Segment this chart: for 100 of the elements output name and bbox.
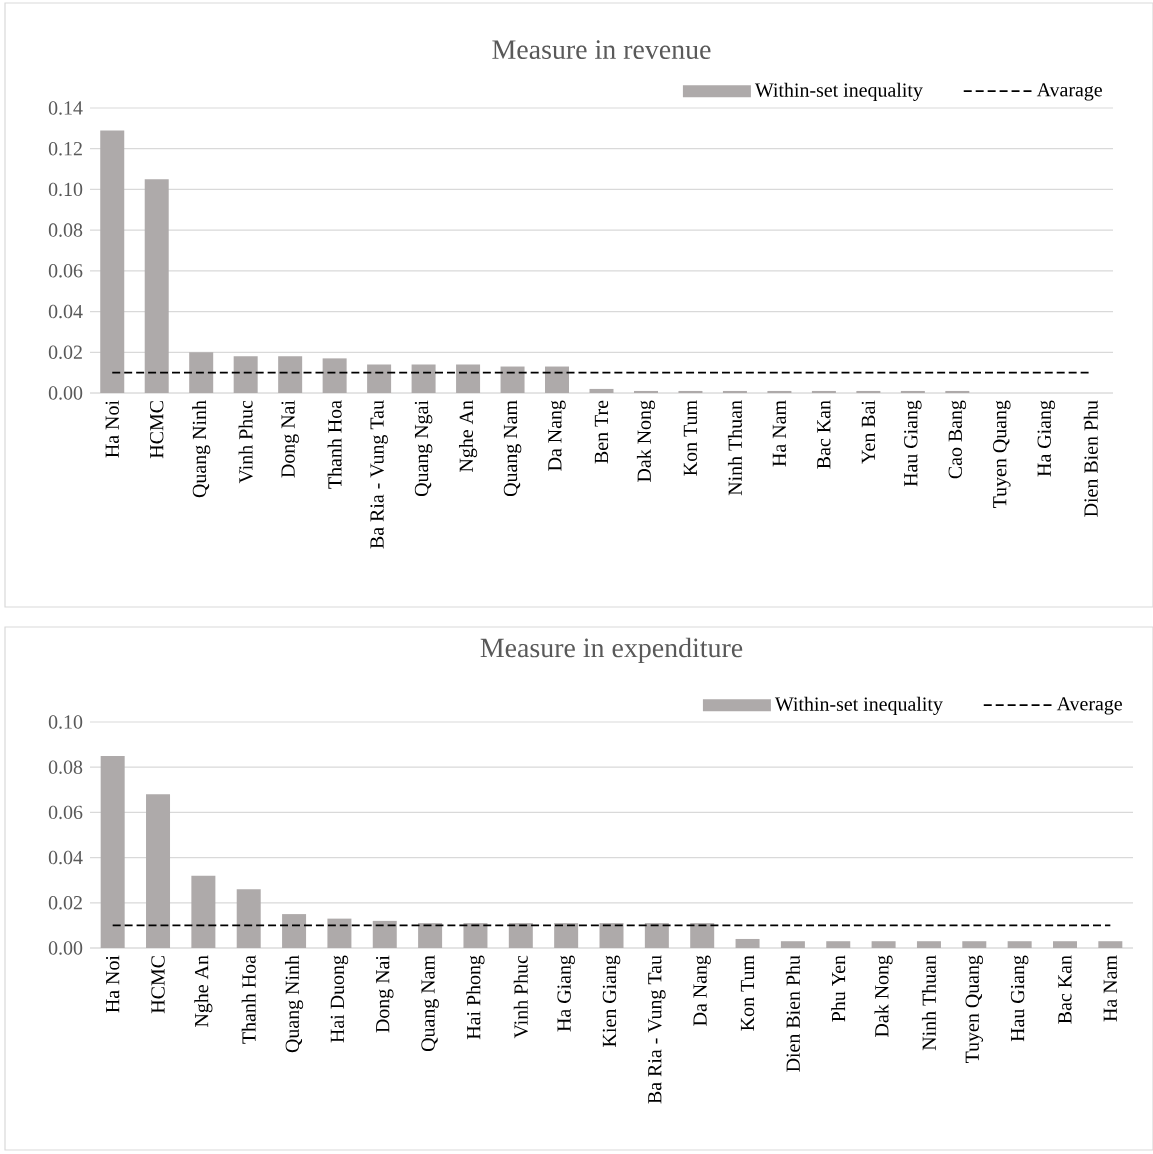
x-tick-label: Hau Giang xyxy=(1010,955,1029,1042)
y-tick-label: 0.02 xyxy=(48,896,82,910)
bar xyxy=(767,390,792,393)
x-tick-label: Kon Tum xyxy=(683,400,698,476)
bar xyxy=(945,390,970,393)
x-tick-label: Hau Giang xyxy=(904,400,922,487)
bar xyxy=(100,755,125,948)
y-tick-label: 0.10 xyxy=(48,182,83,197)
bar xyxy=(811,390,836,393)
x-tick-label: Ha Nam xyxy=(1103,955,1117,1022)
bar xyxy=(1052,941,1077,948)
y-tick-label: 0.10 xyxy=(48,715,83,729)
legend-label: Within-set inequality xyxy=(774,696,943,715)
x-tick-label: Bac Kan xyxy=(817,400,831,469)
x-tick-label: Nghe An xyxy=(194,955,213,1027)
x-tick-label: Ha Nam xyxy=(772,400,787,467)
bar xyxy=(962,941,987,948)
bar xyxy=(545,366,570,393)
bar xyxy=(856,390,881,393)
x-tick-label: Quang Ngai xyxy=(414,400,433,497)
bar xyxy=(367,364,392,393)
x-tick-label: Hai Duong xyxy=(330,955,349,1043)
bar xyxy=(900,390,925,393)
bar xyxy=(1007,941,1032,948)
bar xyxy=(735,938,760,948)
bar xyxy=(500,366,525,393)
x-tick-label: Dong Nai xyxy=(281,400,299,478)
legend-label: Average xyxy=(1056,697,1122,715)
x-tick-label: Nghe An xyxy=(458,400,478,472)
x-tick-label: Quang Nam xyxy=(503,400,522,497)
chart-title: Measure in expenditure xyxy=(480,637,743,663)
x-tick-label: Ba Ria - Vung Tau xyxy=(370,400,388,549)
legend-label: Within-set inequality xyxy=(754,82,923,101)
x-tick-label: Ba Ria - Vung Tau xyxy=(648,955,666,1104)
x-tick-label: Ha Giang xyxy=(1037,400,1056,477)
x-tick-label: Ninh Thuan xyxy=(921,955,936,1051)
x-tick-label: Tuyen Quang xyxy=(965,955,984,1063)
bar xyxy=(644,923,669,948)
bar xyxy=(282,914,307,948)
bar xyxy=(463,923,488,948)
bar xyxy=(372,920,397,948)
y-tick-label: 0.00 xyxy=(48,941,83,955)
bar xyxy=(236,889,261,948)
x-tick-label: Quang Ninh xyxy=(192,400,211,498)
x-tick-label: Ninh Thuan xyxy=(727,400,742,496)
y-tick-label: 0.04 xyxy=(48,850,83,865)
x-tick-label: Ben Tre xyxy=(594,400,609,464)
bar xyxy=(678,390,703,393)
bar xyxy=(189,352,214,393)
x-tick-label: Vinh Phuc xyxy=(238,400,253,484)
x-tick-label: Dak Nong xyxy=(874,955,893,1037)
bar xyxy=(322,358,347,393)
bar xyxy=(327,918,352,948)
x-tick-label: Ha Noi xyxy=(105,955,120,1013)
y-tick-label: 0.08 xyxy=(48,223,83,237)
bar xyxy=(916,941,941,948)
x-tick-label: Bac Kan xyxy=(1058,955,1072,1024)
x-tick-label: Thanh Hoa xyxy=(241,955,256,1044)
bar xyxy=(599,923,624,948)
y-tick-label: 0.00 xyxy=(48,386,83,400)
bar xyxy=(100,130,125,393)
bar xyxy=(418,923,443,948)
x-tick-label: Dak Nong xyxy=(636,400,656,482)
y-tick-label: 0.06 xyxy=(48,805,83,820)
x-tick-label: Hai Phong xyxy=(466,955,485,1040)
bar xyxy=(508,923,533,948)
y-tick-label: 0.14 xyxy=(48,101,83,115)
bar xyxy=(411,364,436,393)
chart-title: Measure in revenue xyxy=(492,40,711,59)
x-tick-label: Kien Giang xyxy=(602,955,621,1047)
x-tick-label: Quang Ninh xyxy=(284,955,304,1053)
bar xyxy=(554,923,579,948)
bar xyxy=(191,875,216,948)
x-tick-label: Dien Bien Phu xyxy=(1083,400,1098,517)
x-tick-label: Ha Giang xyxy=(557,955,575,1032)
x-tick-label: Tuyen Quang xyxy=(993,400,1011,508)
x-tick-label: Kon Tum xyxy=(740,955,755,1031)
x-tick-label: Ha Noi xyxy=(105,400,119,458)
bar xyxy=(722,390,747,393)
x-tick-label: Vinh Phuc xyxy=(513,955,528,1039)
y-tick-label: 0.08 xyxy=(48,760,83,774)
y-tick-label: 0.02 xyxy=(48,345,82,360)
bar xyxy=(456,364,481,393)
bar xyxy=(871,941,896,948)
x-tick-label: Dien Bien Phu xyxy=(785,955,800,1072)
x-tick-label: Da Nang xyxy=(548,400,566,471)
legend-label: Avarage xyxy=(1036,83,1102,101)
x-tick-label: Quang Nam xyxy=(421,955,439,1052)
bar xyxy=(690,923,715,948)
x-tick-label: Dong Nai xyxy=(376,955,394,1033)
y-tick-label: 0.04 xyxy=(48,304,83,319)
x-tick-label: Yen Bai xyxy=(861,400,876,464)
bar xyxy=(1098,941,1123,948)
x-tick-label: HCMC xyxy=(151,956,165,1014)
x-tick-label: Thanh Hoa xyxy=(327,400,342,489)
y-tick-label: 0.06 xyxy=(48,264,83,278)
y-tick-label: 0.12 xyxy=(48,141,82,156)
x-tick-label: Phu Yen xyxy=(831,955,846,1022)
bar xyxy=(826,941,851,948)
bar xyxy=(780,941,805,948)
